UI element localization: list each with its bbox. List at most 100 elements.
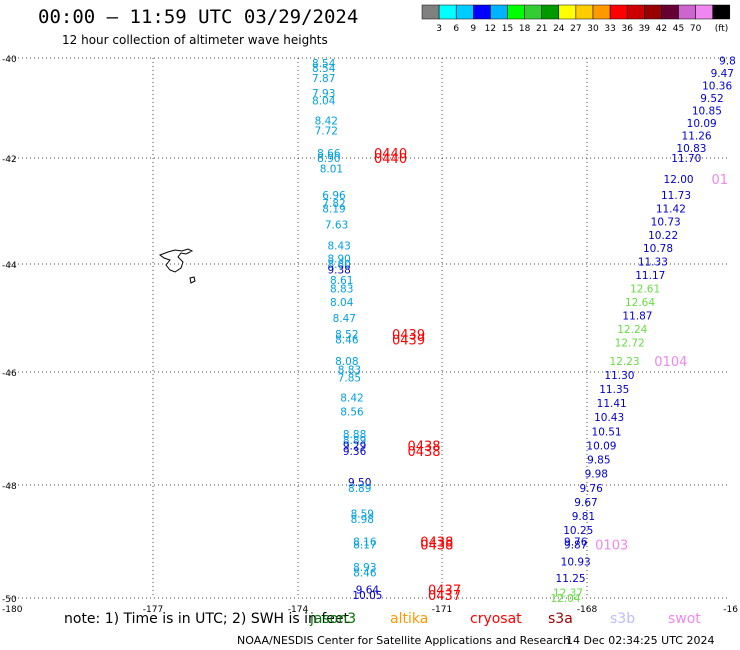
color-scale-label: 27 (570, 24, 581, 34)
wave-height-label: 9.67 (574, 497, 597, 509)
wave-height-label: 11.42 (656, 203, 686, 215)
wave-height-label: 10.93 (561, 556, 591, 568)
wave-height-label: 6.96 (322, 190, 346, 202)
wave-height-label: 9.47 (711, 68, 734, 80)
wave-height-label: 10.43 (594, 412, 624, 424)
color-scale-label: 9 (470, 24, 476, 34)
wave-height-label: 12.23 (610, 356, 640, 368)
wave-height-label: 8.66 (317, 148, 341, 160)
wave-height-label: 8.47 (333, 313, 356, 325)
legend-entry-s3a: s3a (548, 611, 573, 627)
legend-entry-s3b: s3b (610, 611, 636, 627)
pass-time-label: 0438 (420, 538, 453, 553)
wave-height-label: 8.43 (327, 240, 350, 252)
footnote: note: 1) Time is in UTC; 2) SWH is in fe… (64, 611, 350, 627)
longitude-tick-label: -168 (577, 605, 598, 615)
pass-time-label: 0438 (407, 445, 440, 460)
wave-height-label: 9.81 (572, 511, 595, 523)
generated-timestamp: 14 Dec 02:34:25 UTC 2024 (566, 634, 715, 647)
color-scale-label: 18 (519, 24, 531, 34)
wave-height-label: 9.8 (719, 56, 736, 68)
wave-height-label: 8.04 (330, 297, 354, 309)
color-scale-label: 24 (553, 24, 565, 34)
color-scale-label: 33 (604, 24, 615, 34)
wave-height-label: 11.26 (682, 131, 712, 143)
wave-height-label: 10.09 (687, 118, 717, 130)
wave-height-label: 8.90 (327, 254, 350, 266)
wave-height-label: 11.33 (638, 256, 668, 268)
wave-height-label: 10.05 (352, 590, 382, 602)
latitude-tick-label: -40 (2, 55, 17, 65)
wave-height-label: 9.50 (348, 477, 371, 489)
pass-time-label: 0440 (374, 152, 407, 167)
wave-height-label: 12.37 (553, 587, 583, 599)
island-outline (158, 248, 194, 273)
wave-height-label: 8.89 (343, 435, 366, 447)
wave-height-label: 12.04 (550, 593, 580, 605)
wave-height-label: 8.16 (353, 537, 377, 549)
legend-entry-altika: altika (390, 611, 429, 627)
wave-height-label: 10.51 (592, 426, 622, 438)
longitude-tick-label: -177 (143, 605, 163, 615)
wave-height-label: 10.83 (676, 143, 706, 155)
wave-height-label: 11.35 (599, 384, 629, 396)
wave-height-label: 7.82 (322, 198, 345, 210)
wave-height-label: 7.85 (338, 373, 361, 385)
wave-height-label: 12.24 (617, 324, 647, 336)
pass-time-label: 0437 (428, 589, 461, 604)
wave-height-label: 10.22 (648, 230, 678, 242)
longitude-tick-label: -16 (723, 605, 738, 615)
longitude-tick-label: -171 (432, 605, 452, 615)
wave-height-label: 10.25 (563, 525, 593, 537)
pass-time-label: 0440 (374, 147, 407, 162)
wave-height-label: 8.17 (353, 539, 376, 551)
wave-height-label: 8.04 (312, 96, 336, 108)
wave-height-label: 10.36 (702, 81, 732, 93)
wave-height-label: 8.98 (351, 514, 374, 526)
color-scale-label: (ft) (715, 24, 729, 34)
wave-height-label: 7.63 (325, 219, 348, 231)
wave-height-label: 10.78 (643, 243, 673, 255)
color-scale-label: 6 (453, 24, 459, 34)
wave-height-label: 9.38 (327, 264, 350, 276)
color-scale-label: 30 (587, 24, 599, 34)
longitude-tick-label: -180 (2, 605, 23, 615)
wave-height-label: 9.64 (356, 585, 380, 597)
pass-time-label: 0439 (392, 328, 425, 343)
page-title: 00:00 – 11:59 UTC 03/29/2024 (38, 6, 359, 28)
wave-height-label: 11.30 (604, 370, 634, 382)
wave-height-label: 7.72 (315, 126, 338, 138)
wave-height-label: 8.46 (335, 335, 359, 347)
color-scale-label: 39 (639, 24, 651, 34)
color-scale-label: 36 (621, 24, 633, 34)
latitude-tick-label: -48 (2, 482, 17, 492)
wave-height-label: 9.52 (700, 93, 723, 105)
wave-height-label: 7.93 (312, 88, 335, 100)
latitude-tick-label: -42 (2, 155, 17, 165)
wave-height-label: 11.25 (556, 573, 586, 585)
wave-height-label: 10.85 (692, 106, 722, 118)
wave-height-label: 9.76 (564, 537, 588, 549)
wave-height-label: 8.83 (330, 283, 353, 295)
latitude-tick-label: -46 (2, 369, 17, 379)
latitude-tick-label: -44 (2, 261, 17, 271)
wave-height-label: 11.70 (671, 153, 701, 165)
color-swatch (712, 4, 731, 20)
legend-entry-cryosat: cryosat (470, 611, 522, 627)
pass-time-label: 0439 (392, 334, 425, 349)
wave-height-label: 8.52 (335, 329, 358, 341)
wave-height-label: 8.83 (338, 364, 361, 376)
wave-height-label: 8.89 (348, 483, 371, 495)
pass-time-label: 0104 (654, 355, 687, 370)
pass-time-label: 01 (711, 173, 728, 188)
pass-time-label: 0437 (428, 584, 461, 599)
color-scale-label: 12 (485, 24, 496, 34)
color-scale-label: 70 (690, 24, 702, 34)
color-scale-label: 21 (536, 24, 547, 34)
wave-height-label: 8.80 (327, 259, 350, 271)
wave-height-label: 9.76 (579, 483, 603, 495)
wave-height-label: 9.87 (564, 539, 587, 551)
color-scale-label: 42 (656, 24, 667, 34)
wave-height-label: 8.42 (340, 392, 363, 404)
